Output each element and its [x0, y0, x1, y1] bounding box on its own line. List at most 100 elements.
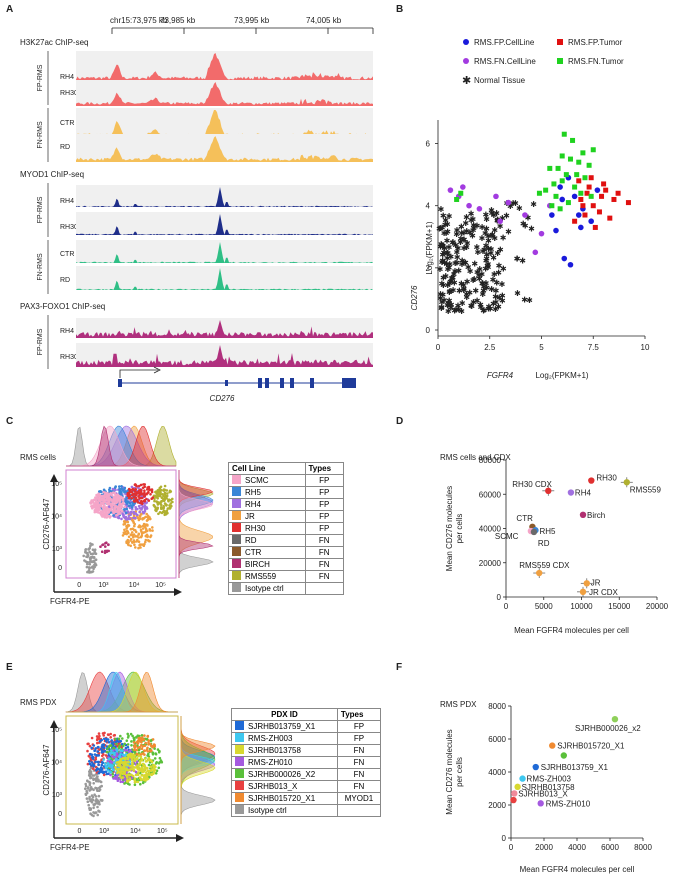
cell-event — [141, 527, 145, 530]
cell-event — [114, 775, 117, 779]
panel-f-title: RMS PDX — [440, 700, 477, 709]
normal-tissue-point: ✱ — [485, 232, 492, 241]
cell-event — [109, 508, 112, 512]
panel-f-plot: 0 2000 4000 6000 8000 0 2000 4000 6000 8000 SJRHB0… — [445, 702, 652, 874]
cell-event — [136, 538, 139, 542]
table-cell-name: JR — [228, 510, 306, 523]
cell-event — [134, 506, 137, 509]
cell-event — [112, 768, 115, 772]
cell-event — [103, 749, 107, 753]
normal-tissue-point: ✱ — [467, 267, 474, 276]
cell-event — [140, 508, 143, 511]
cell-event — [138, 543, 141, 547]
y-tick-label: 0 — [426, 326, 431, 335]
cell-event — [92, 765, 95, 768]
cell-event — [129, 732, 133, 736]
coord-tick: 73,995 kb — [234, 16, 270, 25]
cell-event — [163, 502, 167, 505]
cell-event — [131, 761, 134, 764]
cell-event — [94, 760, 97, 764]
cell-event — [103, 737, 106, 741]
cell-event — [148, 758, 152, 762]
cell-event — [92, 788, 95, 792]
cell-event — [152, 766, 156, 769]
normal-tissue-point: ✱ — [495, 303, 502, 312]
cell-event — [106, 769, 110, 772]
cell-event — [157, 762, 161, 765]
cell-event — [139, 753, 143, 756]
x-axis-label: FGFR4-PE — [50, 843, 90, 852]
cell-event — [149, 765, 153, 768]
cell-event — [156, 748, 160, 751]
cell-event — [140, 778, 143, 782]
table-cell-type: FN — [304, 546, 344, 559]
color-swatch — [232, 523, 241, 532]
color-swatch — [235, 757, 244, 766]
y-axis-label: CD276-AF647 — [42, 744, 51, 796]
cell-event — [157, 512, 160, 516]
normal-tissue-point: ✱ — [485, 236, 492, 245]
normal-tissue-point: ✱ — [439, 298, 446, 307]
cell-event — [134, 529, 137, 532]
cell-event — [89, 799, 92, 802]
normal-tissue-point: ✱ — [463, 293, 470, 302]
normal-tissue-point: ✱ — [526, 296, 533, 305]
y-tick-label: 80000 — [479, 456, 502, 465]
cell-event — [143, 749, 146, 752]
cell-event — [83, 559, 86, 562]
cell-event — [121, 772, 125, 776]
normal-tissue-point: ✱ — [444, 249, 451, 258]
y-tick-label: 10⁵ — [51, 481, 62, 488]
normal-tissue-point: ✱ — [453, 305, 460, 314]
cell-event — [112, 741, 115, 744]
cell-event — [156, 495, 159, 498]
normal-tissue-point: ✱ — [491, 211, 498, 220]
cell-event — [96, 789, 99, 792]
normal-tissue-point: ✱ — [481, 306, 488, 315]
cell-event — [159, 759, 163, 762]
cell-event — [133, 522, 136, 526]
cell-event — [133, 543, 136, 547]
data-point — [545, 487, 552, 495]
chip-track — [76, 266, 373, 290]
normal-tissue-point: ✱ — [467, 228, 474, 237]
cell-event — [91, 570, 95, 573]
cell-event — [136, 780, 140, 784]
data-point — [532, 763, 539, 771]
cell-event — [171, 500, 174, 504]
data-point — [580, 150, 586, 156]
cell-event — [112, 751, 115, 755]
table-row: RH5 FP — [228, 486, 344, 499]
cell-event — [93, 548, 97, 551]
cell-event — [89, 502, 93, 505]
cell-event — [137, 504, 141, 508]
cell-event — [168, 507, 172, 510]
y-arrow-head — [50, 720, 58, 728]
cell-event — [100, 758, 103, 761]
cell-event — [117, 740, 120, 743]
data-point — [549, 212, 555, 218]
table-cell-type: FP — [304, 498, 344, 511]
chip-track — [76, 185, 373, 207]
cell-event — [120, 760, 123, 763]
y-tick-label: 0 — [502, 834, 507, 843]
normal-tissue-point: ✱ — [480, 306, 487, 315]
cell-event — [101, 506, 105, 509]
normal-tissue-point: ✱ — [447, 277, 454, 286]
y-tick-label: 2000 — [488, 801, 506, 810]
table-cell-type: FP — [336, 732, 382, 745]
cell-event — [92, 782, 95, 785]
data-point — [588, 175, 594, 181]
cell-event — [168, 490, 171, 494]
cell-event — [156, 507, 159, 511]
normal-tissue-point: ✱ — [490, 275, 497, 284]
data-point — [588, 193, 594, 199]
cell-event — [146, 750, 149, 753]
normal-tissue-point: ✱ — [514, 289, 521, 298]
color-swatch — [235, 733, 244, 742]
group-labels: FP-RMS FN-RMS FP-RMS FN-RMS FP-RMS — [37, 51, 49, 369]
cell-event — [101, 515, 104, 518]
track-background — [76, 212, 373, 235]
cell-event — [122, 514, 125, 517]
point-label: RMS559 — [630, 485, 662, 494]
